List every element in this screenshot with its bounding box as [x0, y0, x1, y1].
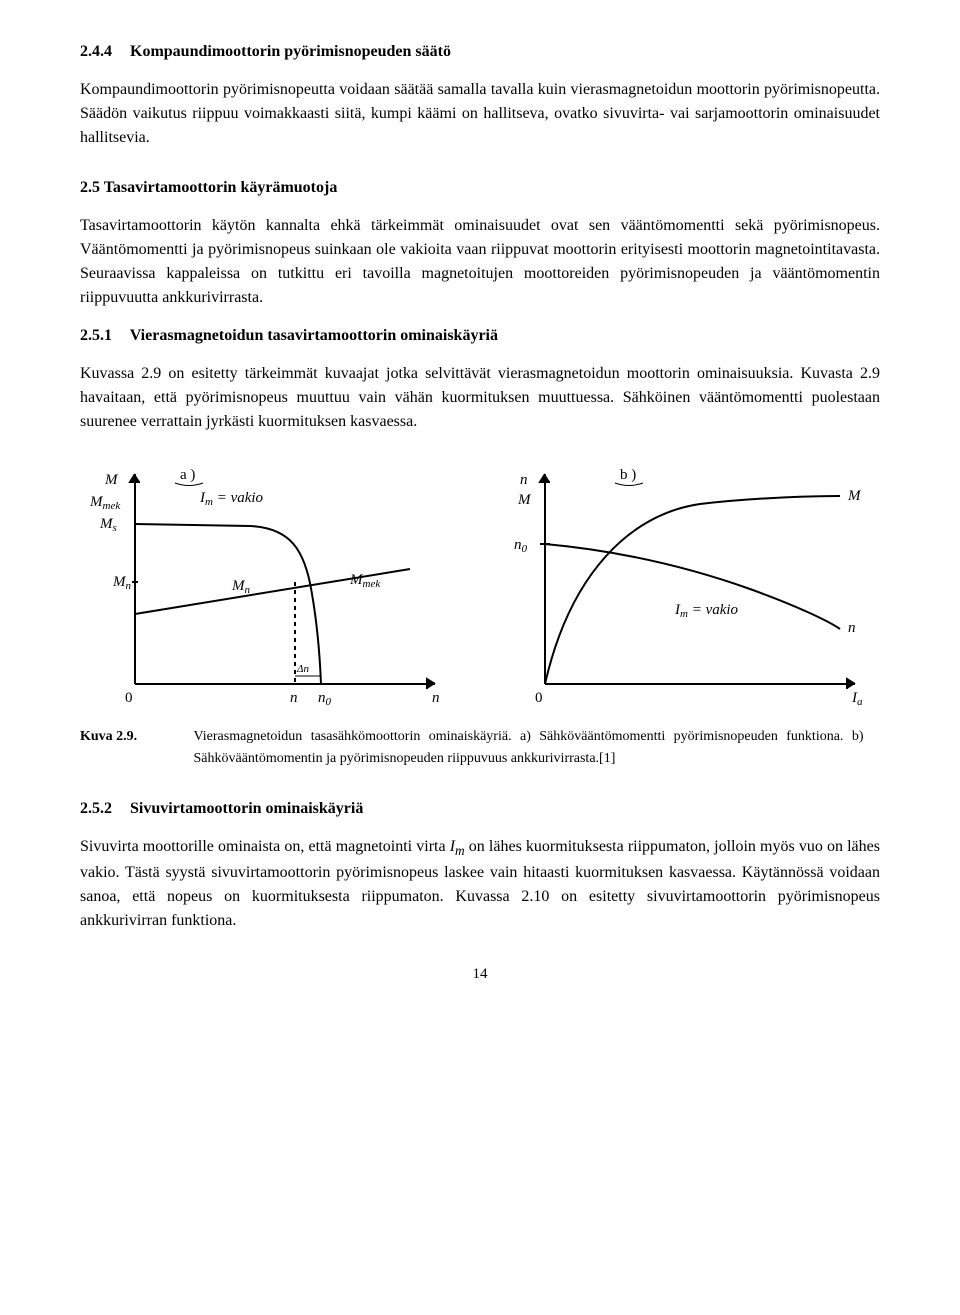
- svg-text:n: n: [848, 620, 856, 636]
- heading-251: 2.5.1 Vierasmagnetoidun tasavirtamoottor…: [80, 324, 880, 348]
- svg-text:n: n: [432, 690, 440, 706]
- heading-252-title: Sivuvirtamoottorin ominaiskäyriä: [130, 800, 363, 817]
- para-252-1: Sivuvirta moottorille ominaista on, että…: [80, 835, 880, 933]
- svg-text:Mmek: Mmek: [89, 494, 121, 512]
- svg-text:Δn: Δn: [296, 663, 309, 675]
- para-251-1: Kuvassa 2.9 on esitetty tärkeimmät kuvaa…: [80, 362, 880, 434]
- svg-text:n0: n0: [318, 690, 332, 708]
- heading-244: 2.4.4 Kompaundimoottorin pyörimisnopeude…: [80, 40, 880, 64]
- figure-29-caption: Kuva 2.9. Vierasmagnetoidun tasasähkömoo…: [80, 726, 880, 771]
- svg-text:n: n: [290, 690, 298, 706]
- heading-251-title: Vierasmagnetoidun tasavirtamoottorin omi…: [130, 327, 498, 344]
- figure-29-label: Kuva 2.9.: [80, 726, 190, 747]
- svg-text:Ia: Ia: [851, 690, 863, 708]
- heading-25: 2.5 Tasavirtamoottorin käyrämuotoja: [80, 176, 880, 200]
- svg-text:Mn: Mn: [112, 574, 132, 592]
- svg-text:Im = vakio: Im = vakio: [199, 490, 264, 508]
- heading-252-number: 2.5.2: [80, 800, 112, 817]
- svg-text:a ): a ): [180, 467, 195, 483]
- para-244-1: Kompaundimoottorin pyörimisnopeutta void…: [80, 78, 880, 150]
- heading-244-number: 2.4.4: [80, 43, 112, 60]
- figure-29-panel-a: M Mmek Ms Mn Im = vakio Mmek Mn Δn n n0 …: [80, 454, 460, 714]
- heading-25-title: Tasavirtamoottorin käyrämuotoja: [104, 179, 338, 196]
- svg-text:n: n: [520, 472, 528, 488]
- page-number: 14: [80, 963, 880, 986]
- figure-29: M Mmek Ms Mn Im = vakio Mmek Mn Δn n n0 …: [80, 454, 880, 714]
- svg-text:0: 0: [125, 690, 133, 706]
- heading-244-title: Kompaundimoottorin pyörimisnopeuden säät…: [130, 43, 451, 60]
- svg-text:M: M: [517, 492, 532, 508]
- heading-251-number: 2.5.1: [80, 327, 112, 344]
- svg-text:b ): b ): [620, 467, 636, 483]
- heading-252: 2.5.2 Sivuvirtamoottorin ominaiskäyriä: [80, 797, 880, 821]
- para-25-1: Tasavirtamoottorin käytön kannalta ehkä …: [80, 214, 880, 310]
- svg-text:M: M: [847, 488, 862, 504]
- heading-25-number: 2.5: [80, 179, 100, 196]
- para-252-1-pre: Sivuvirta moottorille ominaista on, että…: [80, 838, 450, 855]
- figure-29-panel-b: n M n0 M n Im = vakio Ia 0 b ): [490, 454, 880, 714]
- svg-text:Mn: Mn: [231, 578, 251, 596]
- svg-text:n0: n0: [514, 537, 528, 555]
- svg-text:M: M: [104, 472, 119, 488]
- svg-text:Im = vakio: Im = vakio: [674, 602, 739, 620]
- svg-text:Ms: Ms: [99, 516, 117, 534]
- svg-text:0: 0: [535, 690, 543, 706]
- para-252-1-sym: Im: [450, 838, 465, 855]
- figure-29-caption-text: Vierasmagnetoidun tasasähkömoottorin omi…: [194, 726, 864, 771]
